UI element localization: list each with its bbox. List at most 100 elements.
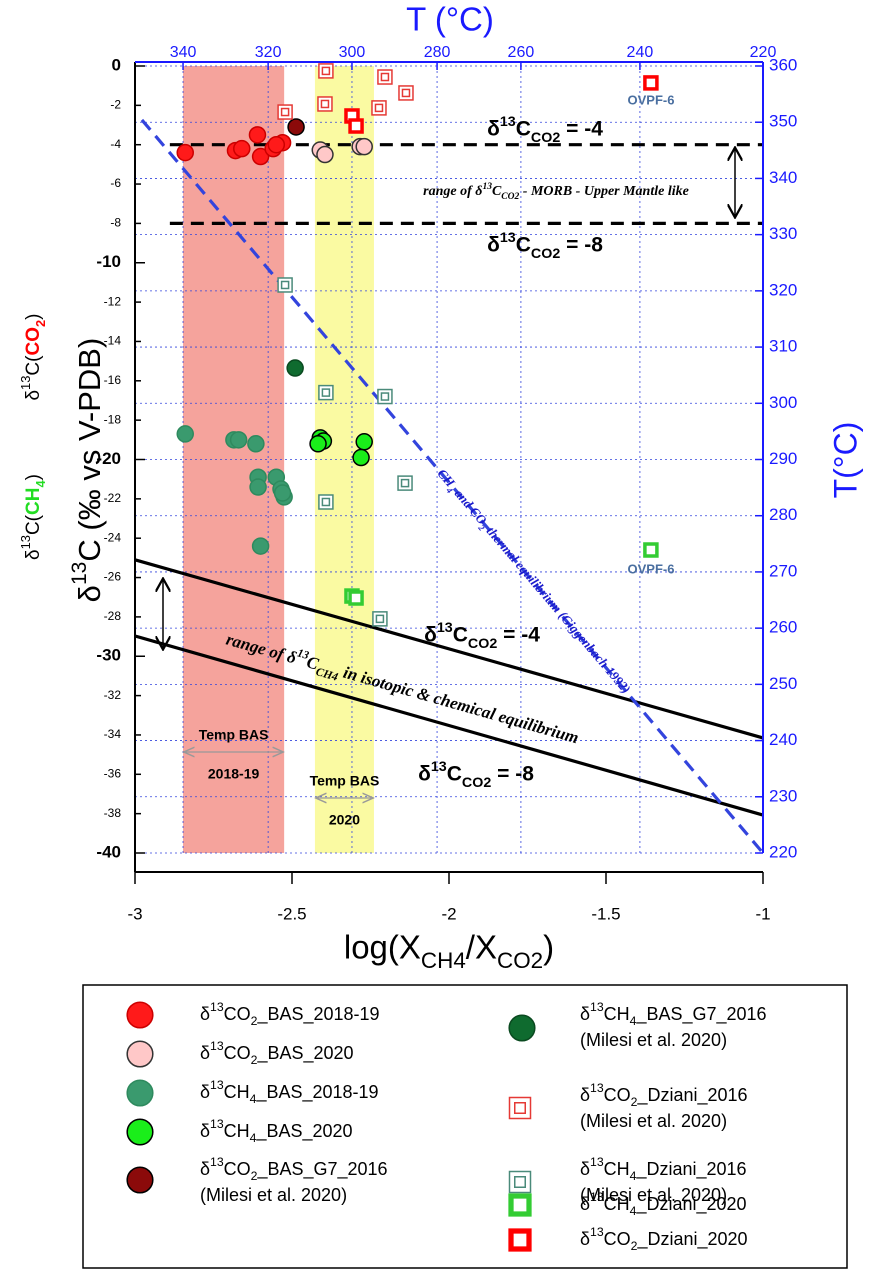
point <box>371 100 387 116</box>
y-axis-subtitle-part: CO2 <box>23 320 48 356</box>
x2-tick-label: 240 <box>627 44 654 61</box>
x2-tick-label: 320 <box>255 44 282 61</box>
legend-label: δ13CO2_Dziani_2016 <box>580 1081 748 1109</box>
x-tick-label: -3 <box>127 904 142 923</box>
y2-tick-label: 220 <box>769 842 797 861</box>
x2-tick-label: 220 <box>750 44 777 61</box>
point <box>377 69 393 85</box>
point <box>176 425 194 443</box>
legend-marker <box>508 1228 532 1252</box>
reference-line <box>134 634 764 817</box>
annotation: OVPF-6 <box>628 92 675 107</box>
point-inner <box>380 392 390 401</box>
band-label: 2020 <box>329 812 360 828</box>
point <box>372 611 388 627</box>
y-tick-label: -8 <box>110 216 121 230</box>
legend-reference: (Milesi et al. 2020) <box>580 1111 727 1131</box>
point-outer <box>318 384 334 401</box>
points <box>176 63 659 627</box>
point <box>318 384 334 401</box>
y-tick-label: -6 <box>110 176 121 190</box>
band-label: Temp BAS <box>199 727 269 743</box>
y2-tick-label: 230 <box>769 786 797 805</box>
point <box>248 126 267 144</box>
legend-label: δ13CH4_Dziani_2016 <box>580 1155 747 1183</box>
reference-line <box>134 558 764 740</box>
annotation: δ13CCO2 = -4 <box>487 114 603 146</box>
band <box>183 66 285 853</box>
point <box>309 435 327 453</box>
point-outer <box>372 611 388 627</box>
point-outer <box>397 475 413 491</box>
y-tick-label: -16 <box>104 373 122 387</box>
y-tick-label: -14 <box>104 334 122 348</box>
legend-marker <box>126 1040 154 1068</box>
point-inner <box>320 99 330 109</box>
y-tick-label: -34 <box>104 727 122 741</box>
y2-tick-label: 240 <box>769 730 797 749</box>
y-tick-label: -32 <box>104 688 122 702</box>
point <box>277 104 293 120</box>
point <box>318 63 334 79</box>
annotation: OVPF-6 <box>628 561 675 576</box>
y2-tick-label: 350 <box>769 112 797 131</box>
point <box>355 137 373 156</box>
x-tick-label: -2.5 <box>277 904 306 923</box>
legend-marker <box>508 1096 532 1120</box>
point <box>352 448 370 467</box>
y2-tick-label: 290 <box>769 449 797 468</box>
point <box>249 478 267 496</box>
legend-marker <box>508 1170 532 1194</box>
y2-tick-label: 270 <box>769 561 797 580</box>
legend-label: δ13CH4_Dziani_2020 <box>580 1190 747 1218</box>
point-outer <box>398 85 414 101</box>
point-outer <box>277 104 293 120</box>
annotation: range of δ13CCO2 - MORB - Upper Mantle l… <box>423 182 689 202</box>
legend-label: δ13CH4_BAS_2018-19 <box>200 1078 379 1106</box>
x-tick-label: -1 <box>755 904 770 923</box>
point-outer <box>318 494 334 510</box>
point <box>251 537 270 555</box>
point <box>348 118 364 134</box>
y2-tick-label: 300 <box>769 393 797 412</box>
y2-tick-label: 360 <box>769 55 797 74</box>
annotation: δ13CCO2 = -8 <box>418 759 534 791</box>
point-inner <box>374 103 384 113</box>
point-outer <box>277 277 293 293</box>
legend-reference: (Milesi et al. 2020) <box>200 1185 347 1205</box>
x-axis-title: log(XCH4/XCO2) <box>344 929 554 974</box>
point-square <box>508 1228 532 1252</box>
point <box>355 433 373 451</box>
point <box>377 388 393 405</box>
point-inner <box>321 388 331 397</box>
y-tick-label: -26 <box>104 570 122 584</box>
y-axis-subtitle: δ13C(CH4) <box>18 474 48 560</box>
point <box>398 85 414 101</box>
point <box>397 475 413 491</box>
y2-tick-label: 280 <box>769 505 797 524</box>
point-inner <box>280 107 290 117</box>
legend-label: δ13CO2_BAS_G7_2016 <box>200 1155 388 1183</box>
annotation: CH4 and CO2 thermal equilibrium (Giggenb… <box>432 466 634 698</box>
legend-marker <box>508 1014 536 1042</box>
x2-tick-label: 260 <box>508 44 535 61</box>
point <box>643 75 659 91</box>
x2-tick-label: 280 <box>424 44 451 61</box>
y-axis-subtitle-part: ) <box>23 313 44 319</box>
point <box>318 494 334 510</box>
y-tick-label: -36 <box>104 766 122 780</box>
y2-tick-label: 340 <box>769 168 797 187</box>
point <box>247 435 265 453</box>
legend-marker <box>126 1166 154 1194</box>
point-inner <box>321 497 331 507</box>
point-outer <box>508 1170 532 1194</box>
y2-tick-label: 260 <box>769 618 797 637</box>
point-outer <box>377 69 393 85</box>
y-axis-subtitle-part: ) <box>23 474 44 480</box>
y-axis-subtitle-part: δ13C( <box>18 355 44 401</box>
y-axis-subtitle-part: CH4 <box>23 480 48 515</box>
point <box>267 135 286 154</box>
point-outer <box>317 96 333 112</box>
legend-marker <box>126 1001 154 1029</box>
axes: 220 230 240 250 260 270 280 290 300 310 320 330 340 3… <box>18 1 864 974</box>
